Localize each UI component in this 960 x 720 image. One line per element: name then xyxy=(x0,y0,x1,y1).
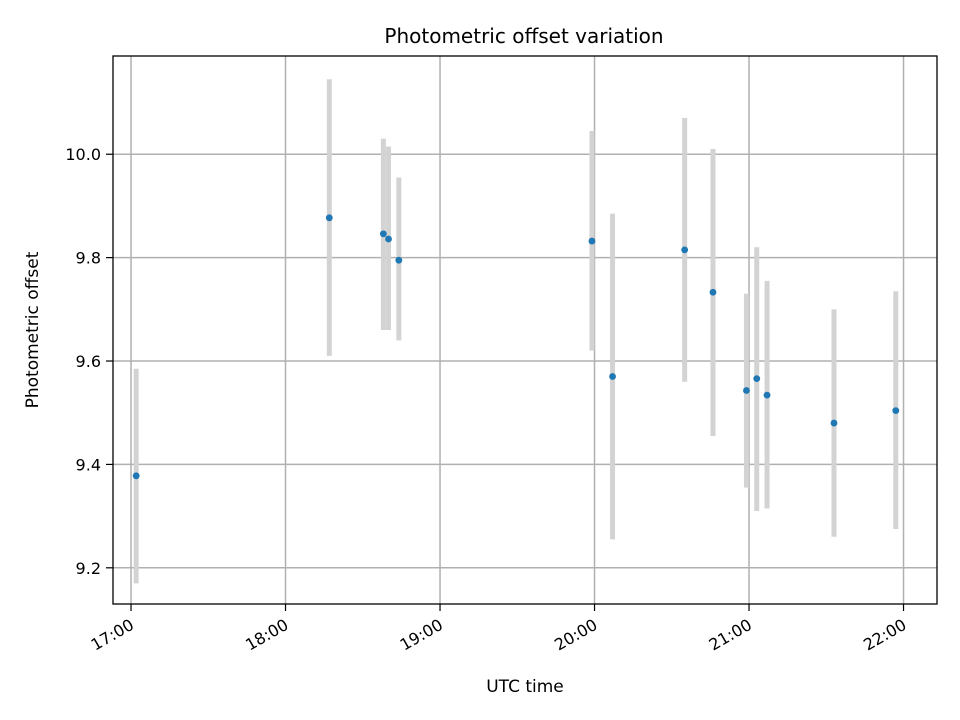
data-point-2 xyxy=(379,230,387,238)
data-point-8 xyxy=(709,288,717,296)
data-point-4 xyxy=(395,256,403,264)
data-point-9 xyxy=(743,387,750,394)
point-layer xyxy=(132,214,900,480)
data-point-6 xyxy=(609,373,616,380)
data-point-11 xyxy=(763,391,771,399)
y-tick-label-3: 9.8 xyxy=(76,249,101,268)
data-point-5 xyxy=(588,237,596,245)
data-point-12 xyxy=(830,419,838,427)
y-tick-label-1: 9.4 xyxy=(76,455,101,474)
y-axis-label: Photometric offset xyxy=(23,251,43,408)
data-point-10 xyxy=(753,375,761,382)
x-tick-label-4: 21:00 xyxy=(706,615,755,655)
x-tick-label-1: 18:00 xyxy=(242,615,291,655)
data-point-1 xyxy=(325,214,333,222)
x-axis-ticks: 17:00 18:00 19:00 20:00 21:00 22:00 xyxy=(88,604,910,655)
data-point-7 xyxy=(681,246,689,254)
grid-layer xyxy=(113,56,937,604)
data-point-13 xyxy=(892,407,900,415)
plot-area-frame xyxy=(112,55,938,605)
x-axis-label: UTC time xyxy=(486,677,564,697)
x-tick-label-2: 19:00 xyxy=(397,615,446,655)
y-tick-label-0: 9.2 xyxy=(76,559,101,578)
x-tick-label-5: 22:00 xyxy=(860,615,909,655)
x-tick-label-0: 17:00 xyxy=(88,615,137,655)
chart-title: Photometric offset variation xyxy=(384,24,663,48)
x-tick-label-3: 20:00 xyxy=(551,615,600,655)
data-point-3 xyxy=(385,235,392,243)
y-tick-label-2: 9.6 xyxy=(76,352,101,371)
y-tick-label-4: 10.0 xyxy=(65,145,101,164)
data-point-0 xyxy=(132,472,140,480)
y-axis-ticks: 9.2 9.4 9.6 9.8 10.0 xyxy=(65,145,113,578)
